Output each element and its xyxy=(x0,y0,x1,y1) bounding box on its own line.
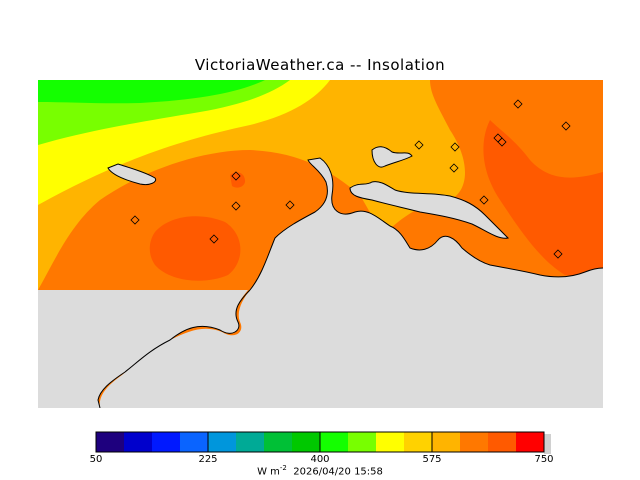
legend-bin xyxy=(96,432,124,452)
station-marker xyxy=(449,163,459,173)
legend-bin xyxy=(152,432,180,452)
legend-bin xyxy=(376,432,404,452)
legend-bin xyxy=(516,432,544,452)
legend-tick: 225 xyxy=(198,454,218,465)
station-marker xyxy=(285,200,295,210)
station-marker xyxy=(513,99,523,109)
contour-red-orange-right xyxy=(483,120,603,280)
legend-caption: W m-2 2026/04/20 15:58 xyxy=(0,464,640,477)
peninsula-islands xyxy=(349,146,510,239)
station-marker xyxy=(231,171,241,181)
units-exponent: -2 xyxy=(279,464,287,472)
legend-bin xyxy=(264,432,292,452)
stations xyxy=(130,99,571,259)
coastline-west xyxy=(97,289,251,408)
island-small xyxy=(107,163,157,185)
contour-red-orange-small xyxy=(230,172,246,188)
station-marker xyxy=(479,195,489,205)
legend-bin xyxy=(180,432,208,452)
legend-bin xyxy=(124,432,152,452)
legend-bin xyxy=(292,432,320,452)
station-marker xyxy=(561,121,571,131)
legend-tick: 750 xyxy=(534,454,554,465)
legend-bin xyxy=(404,432,432,452)
station-marker xyxy=(553,249,563,259)
legend-bin xyxy=(460,432,488,452)
legend-tick: 400 xyxy=(310,454,330,465)
station-marker xyxy=(130,215,140,225)
legend-bin xyxy=(488,432,516,452)
legend-bin xyxy=(208,432,236,452)
land-mass xyxy=(38,158,603,408)
contour-red-orange-left xyxy=(149,216,241,281)
station-marker xyxy=(497,137,507,147)
legend-tick: 575 xyxy=(422,454,442,465)
station-marker xyxy=(209,234,219,244)
legend-bin xyxy=(348,432,376,452)
station-marker xyxy=(450,142,460,152)
legend-tick: 50 xyxy=(89,454,103,465)
legend-bin xyxy=(320,432,348,452)
contour-green xyxy=(38,80,265,104)
station-marker xyxy=(231,201,241,211)
legend-shadow xyxy=(544,434,551,454)
legend-bin xyxy=(236,432,264,452)
timestamp: 2026/04/20 15:58 xyxy=(293,466,383,478)
coastline xyxy=(249,157,603,291)
station-marker xyxy=(414,140,424,150)
legend-bin xyxy=(432,432,460,452)
units-label: W m xyxy=(257,466,280,478)
map-title: VictoriaWeather.ca -- Insolation xyxy=(194,56,446,74)
